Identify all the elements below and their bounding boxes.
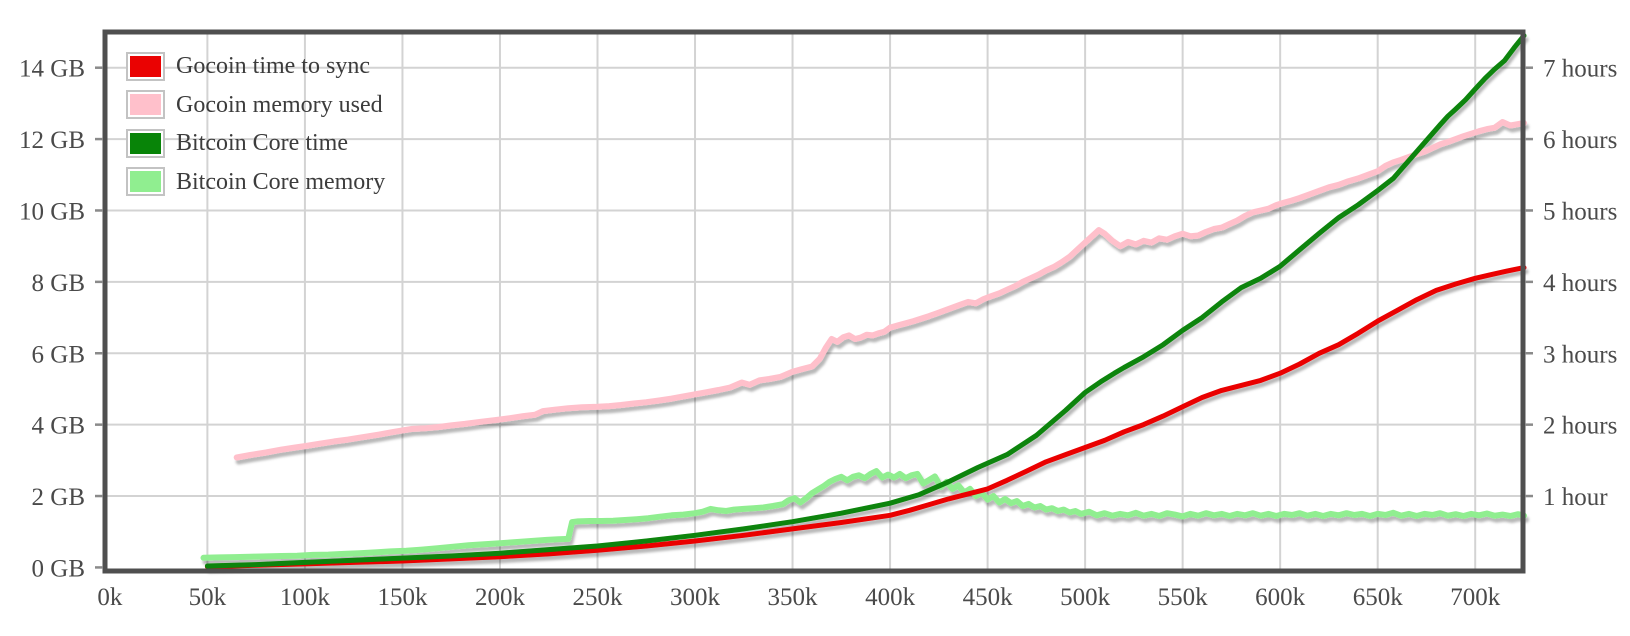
x-tick-label: 700k [1450,584,1501,611]
y-right-tick-label: 5 hours [1543,198,1617,225]
y-right-tick-label: 6 hours [1543,127,1617,154]
x-tick-label: 350k [768,584,819,611]
y-left-tick-label: 10 GB [19,198,85,225]
legend-label: Gocoin time to sync [176,53,370,80]
x-tick-label: 50k [189,584,227,611]
legend-swatch-color [130,94,161,116]
y-left-tick-label: 4 GB [32,413,85,440]
legend-swatch-color [130,132,161,154]
legend-item-bitcoin-core-time: Bitcoin Core time [126,124,385,163]
legend-swatch-color [130,171,161,193]
x-tick-label: 400k [865,584,916,611]
series-line-gocoin-time [204,265,1527,570]
series-line-gocoin-memory [233,119,1527,461]
y-left-tick-label: 2 GB [32,484,85,511]
legend-swatch-gocoin-time [126,51,165,81]
series-line-bitcoin-core-time [204,33,1527,569]
y-right-tick-label: 2 hours [1543,413,1617,440]
legend-swatch-color [130,55,161,77]
x-tick-label: 600k [1255,584,1306,611]
series-lines [200,33,1527,570]
legend-swatch-bitcoin-core-memory [126,167,165,197]
y-right-tick-label: 7 hours [1543,56,1617,83]
x-tick-label: 250k [572,584,623,611]
y-right-tick-label: 3 hours [1543,341,1617,368]
legend-label: Bitcoin Core memory [176,168,386,195]
legend-item-gocoin-time: Gocoin time to sync [126,47,385,86]
y-right-tick-label: 1 hour [1543,484,1608,511]
chart-legend: Gocoin time to sync Gocoin memory used Bit… [126,47,385,201]
legend-swatch-gocoin-memory [126,90,165,120]
y-left-tick-label: 0 GB [32,555,85,582]
legend-item-gocoin-memory: Gocoin memory used [126,86,385,125]
x-tick-label: 0k [97,584,123,611]
y-right-tick-label: 4 hours [1543,270,1617,297]
x-tick-label: 550k [1158,584,1209,611]
legend-label: Gocoin memory used [176,91,383,118]
x-tick-label: 500k [1060,584,1111,611]
plot-border [102,29,1526,574]
x-tick-label: 100k [280,584,331,611]
x-tick-label: 200k [475,584,526,611]
y-left-tick-label: 14 GB [19,56,85,83]
x-tick-label: 300k [670,584,721,611]
x-tick-label: 450k [963,584,1014,611]
legend-swatch-bitcoin-core-time [126,128,165,158]
x-tick-label: 150k [377,584,428,611]
y-left-tick-label: 8 GB [32,270,85,297]
legend-item-bitcoin-core-memory: Bitcoin Core memory [126,163,385,202]
legend-label: Bitcoin Core time [176,130,348,157]
y-left-tick-label: 12 GB [19,127,85,154]
y-left-tick-label: 6 GB [32,341,85,368]
x-tick-label: 650k [1353,584,1404,611]
